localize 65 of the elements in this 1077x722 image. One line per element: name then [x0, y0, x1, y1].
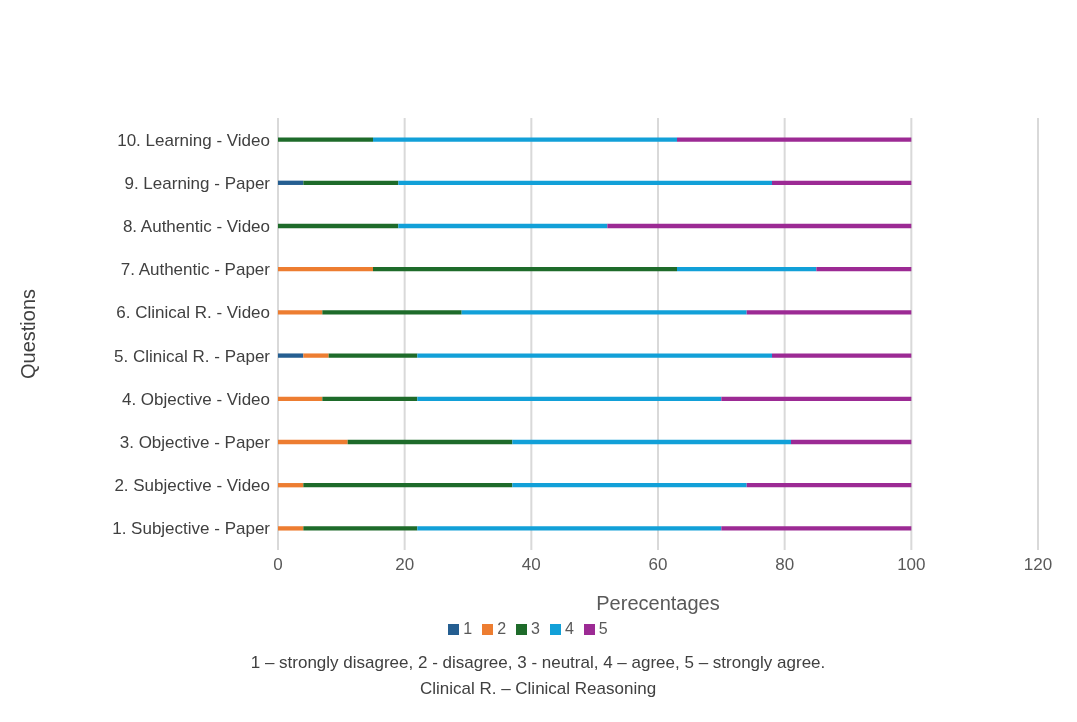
bar — [398, 180, 772, 185]
bar — [328, 353, 418, 358]
bar — [278, 180, 304, 185]
bar — [347, 439, 513, 445]
bar — [278, 353, 304, 358]
bar — [278, 223, 399, 229]
x-tick-label: 60 — [648, 555, 668, 575]
bar — [607, 223, 912, 229]
bar — [721, 526, 912, 531]
x-axis-title: Perecentages — [596, 592, 720, 614]
bar — [373, 137, 677, 142]
y-tick-label: 1. Subjective - Paper — [112, 519, 271, 539]
y-tick-label: 7. Authentic - Paper — [120, 260, 271, 280]
bar — [278, 267, 373, 272]
legend-label: 3 — [531, 620, 540, 637]
bar — [303, 483, 513, 488]
bar — [278, 483, 304, 488]
bar — [746, 310, 912, 315]
text: 1 – strongly disagree, 2 - disagree, 3 - neutral, 4 – agree, 5 – strongly agree. — [249, 652, 827, 674]
bar — [278, 439, 348, 445]
x-tick-label: 120 — [1023, 555, 1053, 575]
x-tick-label: 0 — [273, 555, 283, 575]
legend-label: 2 — [497, 620, 507, 637]
bar — [677, 137, 912, 142]
bar — [721, 396, 912, 401]
bar — [772, 180, 912, 185]
bar — [373, 267, 677, 272]
bar — [278, 137, 373, 142]
x-tick-label: 40 — [521, 555, 541, 575]
y-tick-label: 9. Learning - Paper — [124, 173, 271, 193]
x-tick-label: 20 — [395, 555, 415, 575]
bar — [322, 310, 462, 315]
bar — [417, 353, 772, 358]
bar — [278, 396, 323, 401]
bar — [303, 180, 399, 185]
bar — [303, 353, 329, 358]
bar — [512, 483, 747, 488]
y-tick-label: 4. Objective - Video — [121, 389, 270, 409]
bar — [278, 526, 304, 531]
y-tick-label: 5. Clinical R. - Paper — [114, 346, 271, 366]
y-tick-label: 3. Objective - Paper — [119, 433, 271, 453]
bar — [746, 483, 912, 488]
legend-label: 1 — [463, 620, 473, 637]
bar — [512, 439, 791, 445]
x-tick-label: 100 — [897, 555, 926, 575]
bar — [303, 526, 418, 531]
bar — [677, 267, 817, 272]
bar — [461, 310, 747, 315]
legend-label: 4 — [564, 620, 574, 637]
text: Clinical R. – Clinical Reasoning — [418, 678, 658, 700]
bar — [816, 267, 912, 272]
y-tick-label: 6. Clinical R. - Video — [116, 303, 270, 323]
bar — [417, 396, 722, 401]
y-axis-title: Questions — [17, 288, 40, 380]
x-tick-label: 80 — [775, 555, 795, 575]
y-tick-label: 8. Authentic - Video — [122, 217, 270, 237]
y-tick-label: 10. Learning - Video — [117, 130, 270, 150]
legend-label: 5 — [598, 620, 608, 637]
bar — [398, 223, 608, 229]
bar — [278, 310, 323, 315]
y-tick-label: 2. Subjective - Video — [114, 476, 270, 496]
bar — [791, 439, 912, 445]
bar — [322, 396, 418, 401]
bar — [772, 353, 912, 358]
bar — [417, 526, 722, 531]
